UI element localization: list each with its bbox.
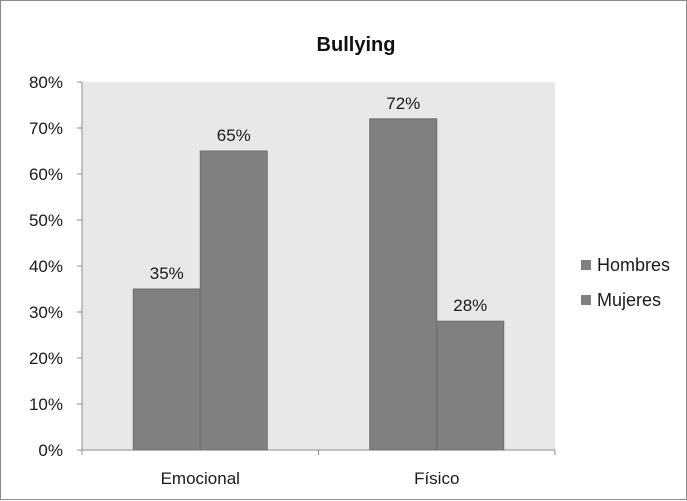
legend-swatch — [581, 295, 591, 305]
y-tick-label: 30% — [29, 303, 63, 322]
y-tick-label: 50% — [29, 211, 63, 230]
bar — [437, 321, 504, 450]
data-label: 28% — [453, 296, 487, 315]
legend: Hombres Mujeres — [581, 255, 670, 310]
data-label: 72% — [386, 94, 420, 113]
y-tick-label: 40% — [29, 257, 63, 276]
bar — [200, 151, 267, 450]
legend-swatch — [581, 260, 591, 270]
bar — [370, 119, 437, 450]
legend-label: Mujeres — [597, 290, 661, 310]
legend-label: Hombres — [597, 255, 670, 275]
y-tick-label: 10% — [29, 395, 63, 414]
data-label: 35% — [150, 264, 184, 283]
bar — [133, 289, 200, 450]
chart-title: Bullying — [317, 34, 396, 56]
y-tick-label: 20% — [29, 349, 63, 368]
x-tick-label: Emocional — [161, 469, 240, 488]
y-tick-label: 80% — [29, 73, 63, 92]
data-label: 65% — [217, 126, 251, 145]
y-tick-label: 0% — [38, 441, 63, 460]
y-tick-label: 70% — [29, 119, 63, 138]
x-tick-label: Físico — [414, 469, 459, 488]
y-tick-label: 60% — [29, 165, 63, 184]
